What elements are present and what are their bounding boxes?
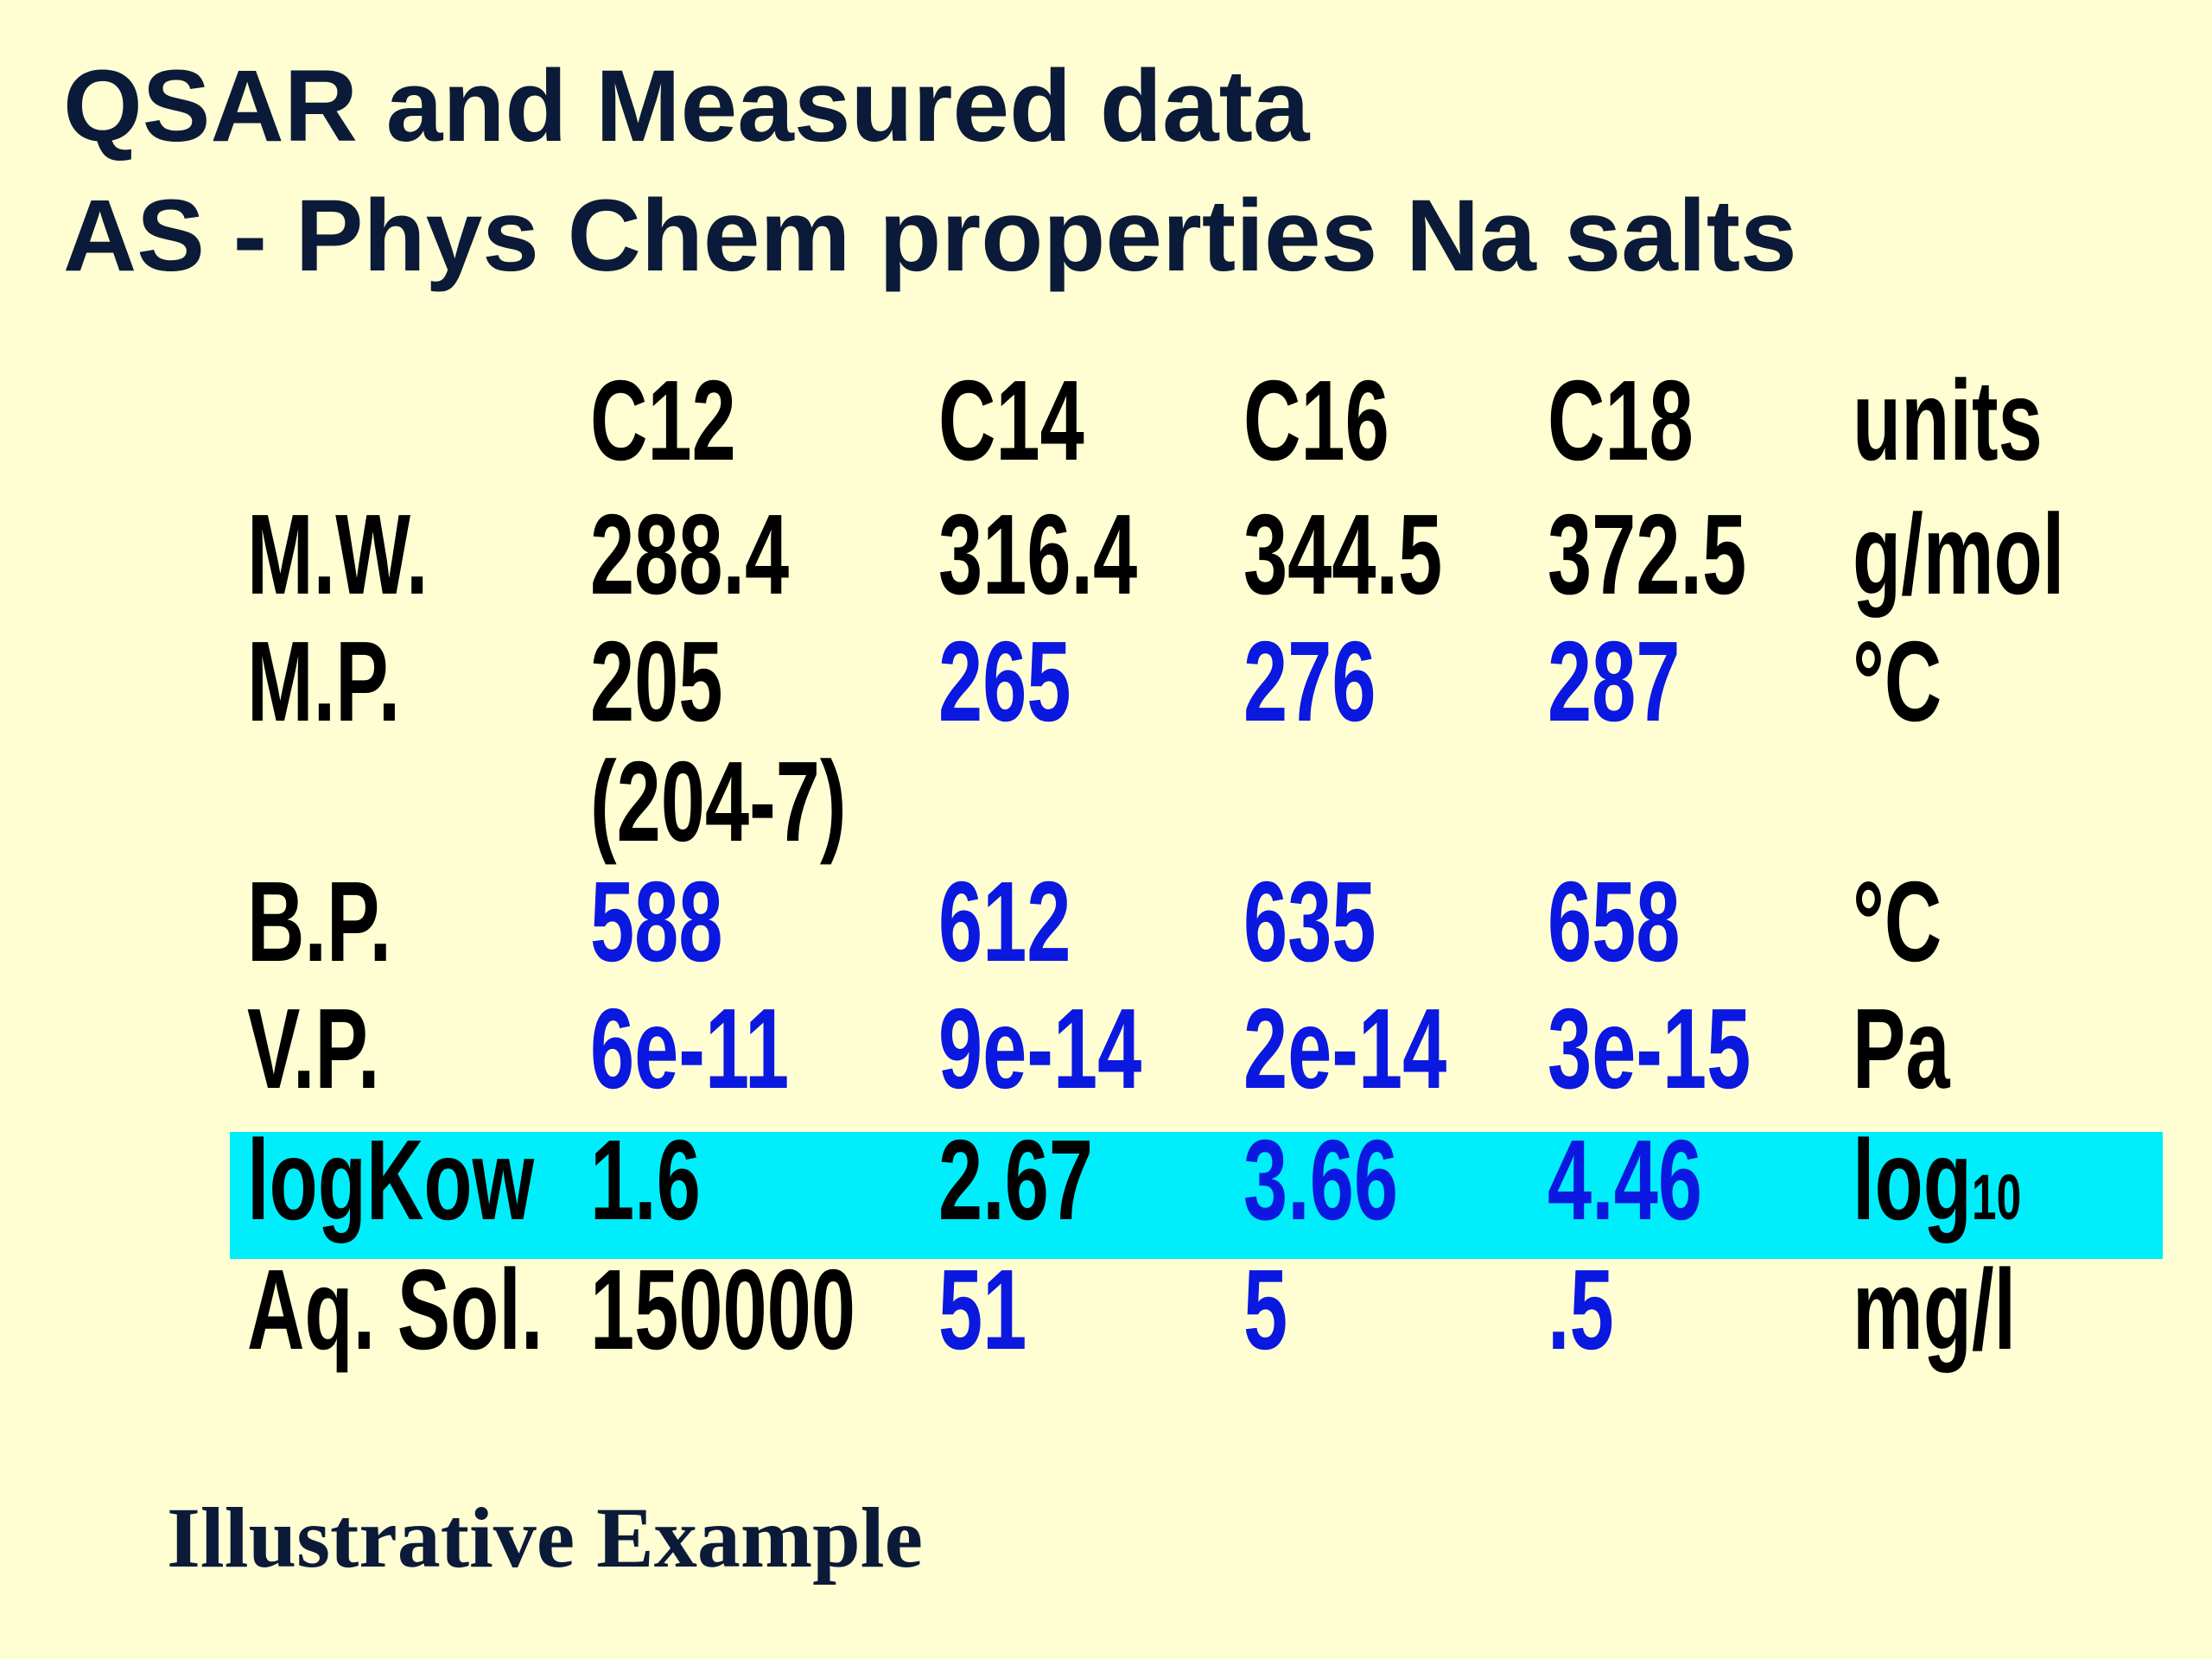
cell: 1.6	[590, 1117, 701, 1244]
cell: 2e-14	[1243, 986, 1446, 1113]
table: C12 C14 C16 C18 units M.W. 288.4 316.4 3…	[247, 358, 2064, 1374]
highlight-row	[230, 1132, 2163, 1259]
cell: 2.67	[938, 1117, 1093, 1244]
cell-note: (204-7)	[590, 739, 847, 866]
title: QSAR and Measured data	[63, 49, 1311, 163]
cell: 288.4	[590, 492, 789, 619]
unit-subscript: 10	[1972, 1161, 2021, 1234]
cell: 51	[938, 1247, 1027, 1374]
unit: mg/l	[1853, 1247, 2016, 1374]
cell: 9e-14	[938, 986, 1141, 1113]
cell: 635	[1243, 859, 1376, 986]
cell: 588	[590, 859, 723, 986]
row-label: V.P.	[247, 986, 380, 1113]
cell: 276	[1243, 619, 1376, 746]
unit-text: log	[1853, 1117, 1972, 1244]
cell: 6e-11	[590, 986, 789, 1113]
cell: 344.5	[1243, 492, 1442, 619]
cell: 316.4	[938, 492, 1137, 619]
unit: g/mol	[1853, 492, 2064, 619]
cell: 4.46	[1548, 1117, 1702, 1244]
cell: 658	[1548, 859, 1681, 986]
column-header: C14	[938, 358, 1084, 485]
column-header: units	[1853, 358, 2043, 485]
subtitle: AS - Phys Chem properties Na salts	[63, 179, 1797, 293]
cell: 205	[590, 619, 723, 746]
row-label: M.W.	[247, 492, 429, 619]
cell: 3.66	[1243, 1117, 1398, 1244]
cell: 3e-15	[1548, 986, 1751, 1113]
unit: °C	[1853, 859, 1942, 986]
column-header: C18	[1548, 358, 1694, 485]
cell: 372.5	[1548, 492, 1746, 619]
cell: 612	[938, 859, 1071, 986]
row-label: M.P.	[247, 619, 400, 746]
column-header: C16	[1243, 358, 1389, 485]
cell: 265	[938, 619, 1071, 746]
cell: .5	[1548, 1247, 1614, 1374]
unit: °C	[1853, 619, 1942, 746]
cell: 287	[1548, 619, 1681, 746]
unit: log10	[1853, 1117, 2021, 1244]
cell: 150000	[590, 1247, 855, 1374]
row-label: B.P.	[247, 859, 391, 986]
cell: 5	[1243, 1247, 1287, 1374]
caption: Illustrative Example	[167, 1490, 923, 1586]
unit: Pa	[1853, 986, 1950, 1113]
row-label: logKow	[247, 1117, 535, 1244]
row-label: Aq. Sol.	[247, 1247, 543, 1374]
column-header: C12	[590, 358, 736, 485]
